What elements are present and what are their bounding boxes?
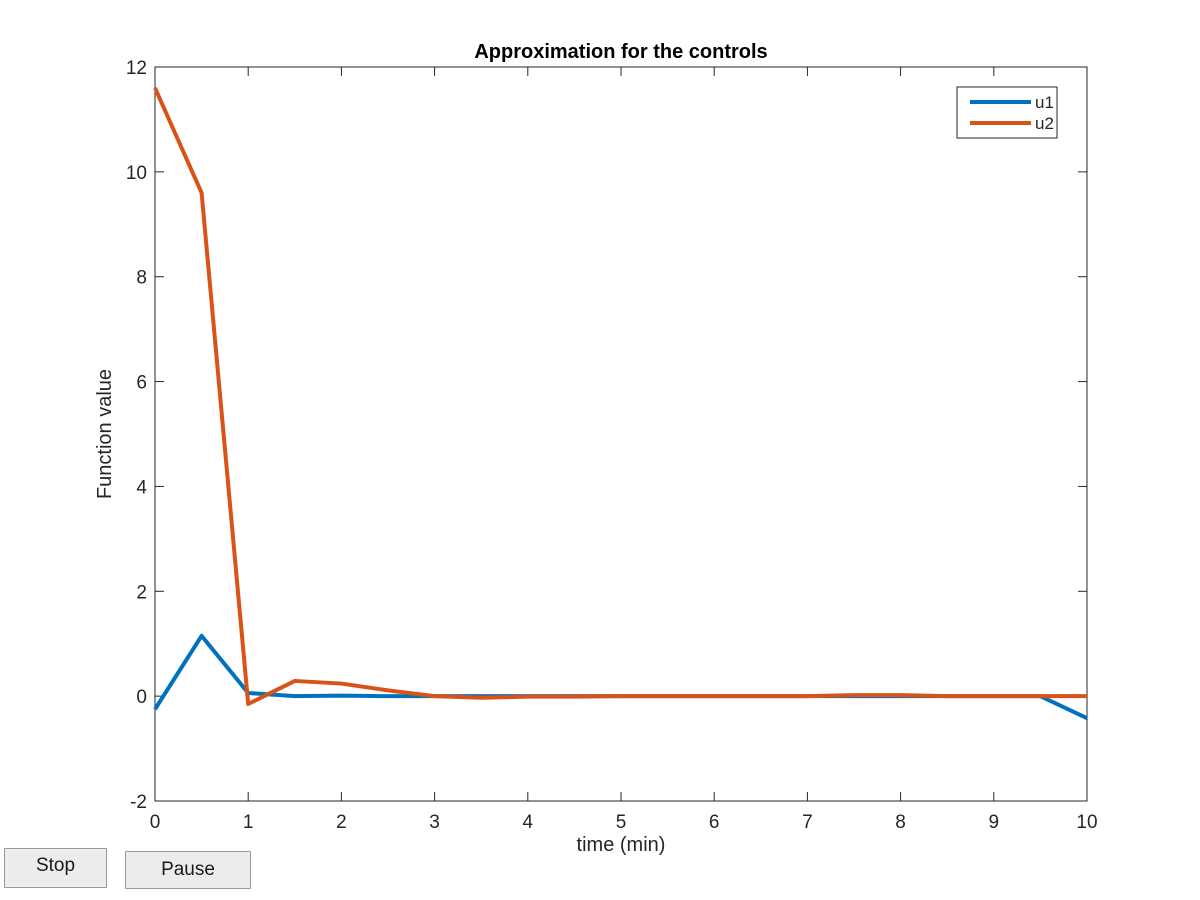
series-line-u1 (153, 633, 1088, 720)
x-tick-label: 0 (150, 812, 161, 833)
y-tick-label: 4 (136, 477, 147, 498)
y-tick-label: 6 (136, 373, 147, 394)
series-line-u2 (153, 87, 1087, 707)
y-tick-label: 0 (136, 687, 147, 708)
x-tick-label: 8 (895, 812, 906, 833)
x-tick-label: 6 (709, 812, 720, 833)
y-tick-label: -2 (130, 792, 147, 813)
x-tick-label: 5 (616, 812, 627, 833)
x-tick-label: 1 (243, 812, 254, 833)
pause-button[interactable]: Pause (125, 851, 251, 889)
y-tick-label: 12 (126, 58, 147, 79)
x-tick-label: 7 (802, 812, 813, 833)
x-tick-label: 4 (523, 812, 534, 833)
y-tick-label: 2 (136, 582, 147, 603)
legend-label-u2: u2 (1035, 114, 1054, 133)
stop-button[interactable]: Stop (4, 848, 107, 888)
y-axis-label: Function value (94, 369, 116, 499)
x-tick-label: 9 (989, 812, 1000, 833)
y-tick-label: 10 (126, 163, 147, 184)
x-axis-label: time (min) (577, 834, 666, 856)
legend-box (956, 86, 1058, 139)
axes-box (154, 66, 1088, 802)
legend-label-u1: u1 (1035, 93, 1054, 112)
chart-title: Approximation for the controls (474, 41, 767, 63)
x-tick-label: 3 (429, 812, 440, 833)
x-tick-label: 2 (336, 812, 347, 833)
y-tick-label: 8 (136, 268, 147, 289)
x-tick-label: 10 (1076, 812, 1097, 833)
